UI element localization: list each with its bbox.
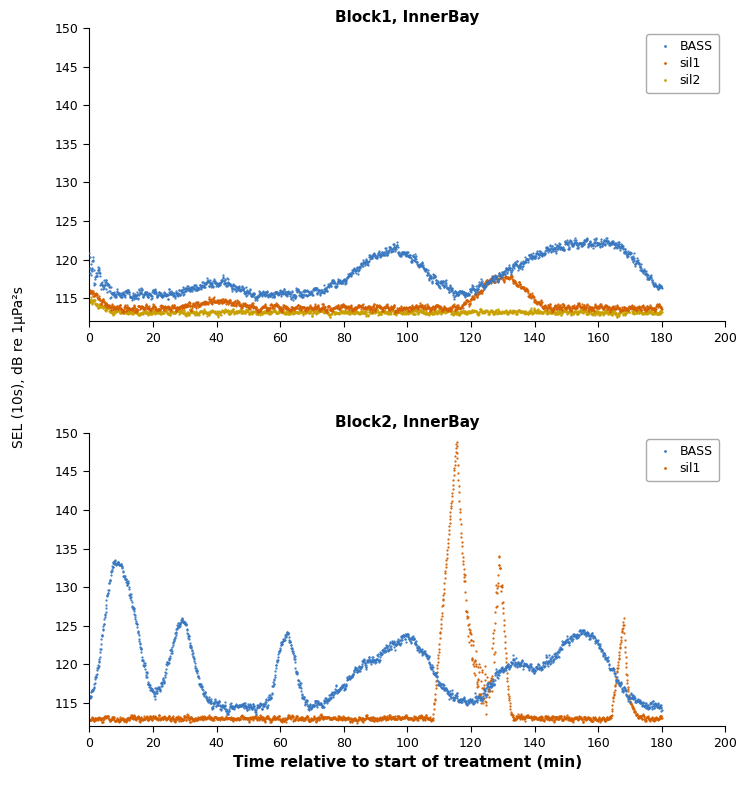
BASS: [319, 701, 328, 711]
Line: sil1: sil1: [89, 441, 663, 724]
BASS: [476, 280, 485, 290]
BASS: [476, 693, 485, 703]
Line: BASS: BASS: [89, 559, 663, 715]
BASS: [300, 693, 309, 702]
sil1: [85, 714, 94, 724]
sil2: [658, 307, 667, 317]
Legend: BASS, sil1, sil2: BASS, sil1, sil2: [646, 34, 719, 93]
BASS: [118, 563, 126, 573]
sil2: [213, 312, 222, 322]
sil1: [318, 299, 327, 309]
sil2: [322, 307, 331, 317]
sil1: [321, 713, 330, 722]
sil1: [476, 698, 485, 708]
Line: sil1: sil1: [89, 273, 663, 314]
BASS: [602, 233, 611, 243]
Title: Block2, InnerBay: Block2, InnerBay: [335, 415, 480, 430]
sil1: [391, 309, 400, 318]
BASS: [318, 286, 327, 296]
sil1: [658, 304, 667, 314]
sil2: [86, 293, 95, 302]
sil2: [300, 306, 309, 316]
sil1: [299, 302, 308, 311]
Line: sil2: sil2: [89, 297, 663, 318]
Text: SEL (10s), dB re 1μPa²s: SEL (10s), dB re 1μPa²s: [12, 286, 25, 448]
sil1: [452, 437, 461, 447]
BASS: [322, 697, 331, 706]
sil1: [207, 298, 216, 308]
sil1: [118, 306, 126, 315]
sil1: [318, 714, 327, 724]
BASS: [321, 284, 330, 294]
sil1: [207, 713, 216, 723]
BASS: [223, 709, 232, 719]
BASS: [111, 555, 120, 565]
Title: Block1, InnerBay: Block1, InnerBay: [335, 10, 480, 26]
BASS: [288, 295, 297, 305]
sil1: [85, 285, 94, 294]
sil2: [85, 295, 94, 305]
sil1: [299, 714, 308, 724]
BASS: [85, 248, 94, 258]
sil2: [118, 307, 126, 317]
sil1: [658, 713, 667, 723]
sil2: [476, 306, 485, 315]
Line: BASS: BASS: [89, 237, 663, 301]
sil2: [319, 306, 328, 316]
BASS: [208, 703, 217, 713]
BASS: [658, 705, 667, 715]
BASS: [85, 693, 94, 702]
sil1: [321, 306, 330, 316]
sil1: [118, 714, 126, 724]
BASS: [207, 280, 216, 290]
BASS: [299, 285, 308, 294]
sil1: [476, 287, 485, 297]
sil2: [208, 306, 217, 316]
BASS: [118, 289, 126, 298]
Legend: BASS, sil1: BASS, sil1: [646, 439, 719, 481]
X-axis label: Time relative to start of treatment (min): Time relative to start of treatment (min…: [233, 755, 582, 770]
sil1: [498, 269, 507, 279]
BASS: [658, 282, 667, 292]
sil1: [352, 718, 361, 728]
